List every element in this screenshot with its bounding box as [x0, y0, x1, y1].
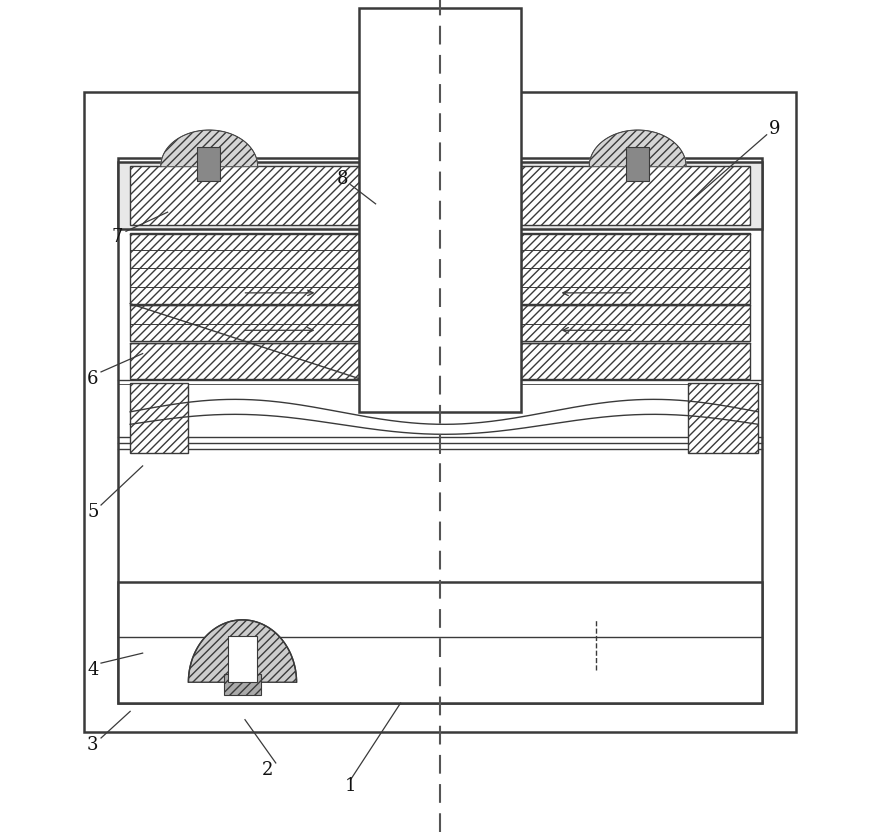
Bar [131, 305, 359, 341]
Bar [521, 343, 750, 379]
Text: 9: 9 [769, 120, 781, 138]
Bar [131, 233, 359, 304]
Text: 1: 1 [345, 777, 357, 795]
Text: 6: 6 [87, 369, 98, 388]
Polygon shape [590, 131, 686, 166]
Polygon shape [590, 131, 686, 166]
Bar [359, 8, 521, 412]
Text: 2: 2 [262, 760, 273, 779]
Text: 7: 7 [112, 228, 124, 246]
Text: 5: 5 [87, 503, 98, 521]
Bar [131, 383, 188, 453]
Bar [84, 92, 795, 732]
Bar [228, 636, 257, 682]
Bar [131, 343, 359, 379]
Polygon shape [161, 131, 258, 166]
Bar [131, 166, 359, 225]
Text: 4: 4 [87, 661, 98, 679]
Polygon shape [188, 620, 297, 682]
Bar [117, 162, 762, 229]
Bar [626, 147, 649, 181]
Polygon shape [161, 131, 258, 166]
Text: 8: 8 [336, 170, 348, 188]
Text: 3: 3 [87, 735, 98, 754]
Bar [521, 305, 750, 341]
Bar [521, 166, 750, 225]
Bar [521, 233, 750, 304]
Bar [224, 674, 261, 695]
Bar [117, 158, 762, 703]
Bar [197, 147, 220, 181]
Bar [688, 383, 759, 453]
Bar [117, 582, 762, 703]
